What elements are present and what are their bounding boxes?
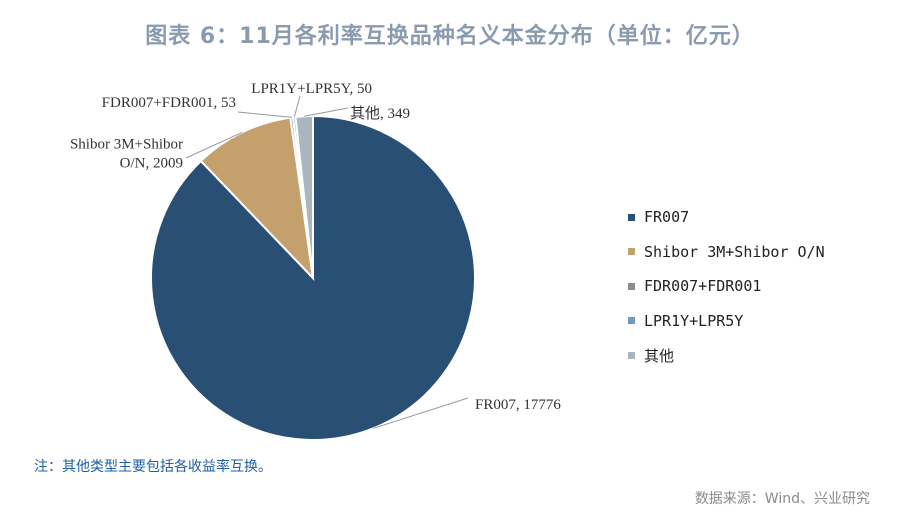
legend-swatch <box>628 351 635 359</box>
data-source: 数据来源：Wind、兴业研究 <box>694 491 870 507</box>
legend-label: LPR1Y+LPR5Y <box>644 311 744 330</box>
chart-title: 图表 6：11月各利率互换品种名义本金分布（单位：亿元） <box>145 24 755 49</box>
legend-item-other: 其他 <box>628 338 825 373</box>
chart-legend: FR007 Shibor 3M+Shibor O/N FDR007+FDR001… <box>628 200 825 373</box>
data-label-1: Shibor 3M+Shibor <box>70 137 183 153</box>
data-label-1: O/N, 2009 <box>120 156 183 172</box>
legend-item-shibor: Shibor 3M+Shibor O/N <box>628 235 825 270</box>
leader-line-4 <box>304 107 349 117</box>
legend-label: FDR007+FDR001 <box>644 277 762 296</box>
legend-item-lpr: LPR1Y+LPR5Y <box>628 304 825 339</box>
legend-label: 其他 <box>644 346 675 365</box>
leader-line-1 <box>185 131 243 159</box>
leader-line-0 <box>373 397 469 429</box>
legend-swatch <box>628 248 635 256</box>
data-label-3: LPR1Y+LPR5Y, 50 <box>251 81 372 97</box>
leader-line-2 <box>237 111 292 118</box>
footnote: 注：其他类型主要包括各收益率互换。 <box>34 459 272 475</box>
legend-swatch <box>628 282 635 290</box>
legend-item-fr007: FR007 <box>628 200 825 235</box>
legend-label: FR007 <box>644 208 690 227</box>
legend-item-fdr: FDR007+FDR001 <box>628 269 825 304</box>
legend-swatch <box>628 317 635 325</box>
data-label-4: 其他, 349 <box>350 105 410 122</box>
legend-swatch <box>628 213 635 221</box>
pie-slice-4 <box>294 114 314 279</box>
data-label-0: FR007, 17776 <box>475 397 561 413</box>
data-label-2: FDR007+FDR001, 53 <box>102 95 236 111</box>
leader-line-3 <box>293 95 301 118</box>
legend-label: Shibor 3M+Shibor O/N <box>644 242 825 261</box>
